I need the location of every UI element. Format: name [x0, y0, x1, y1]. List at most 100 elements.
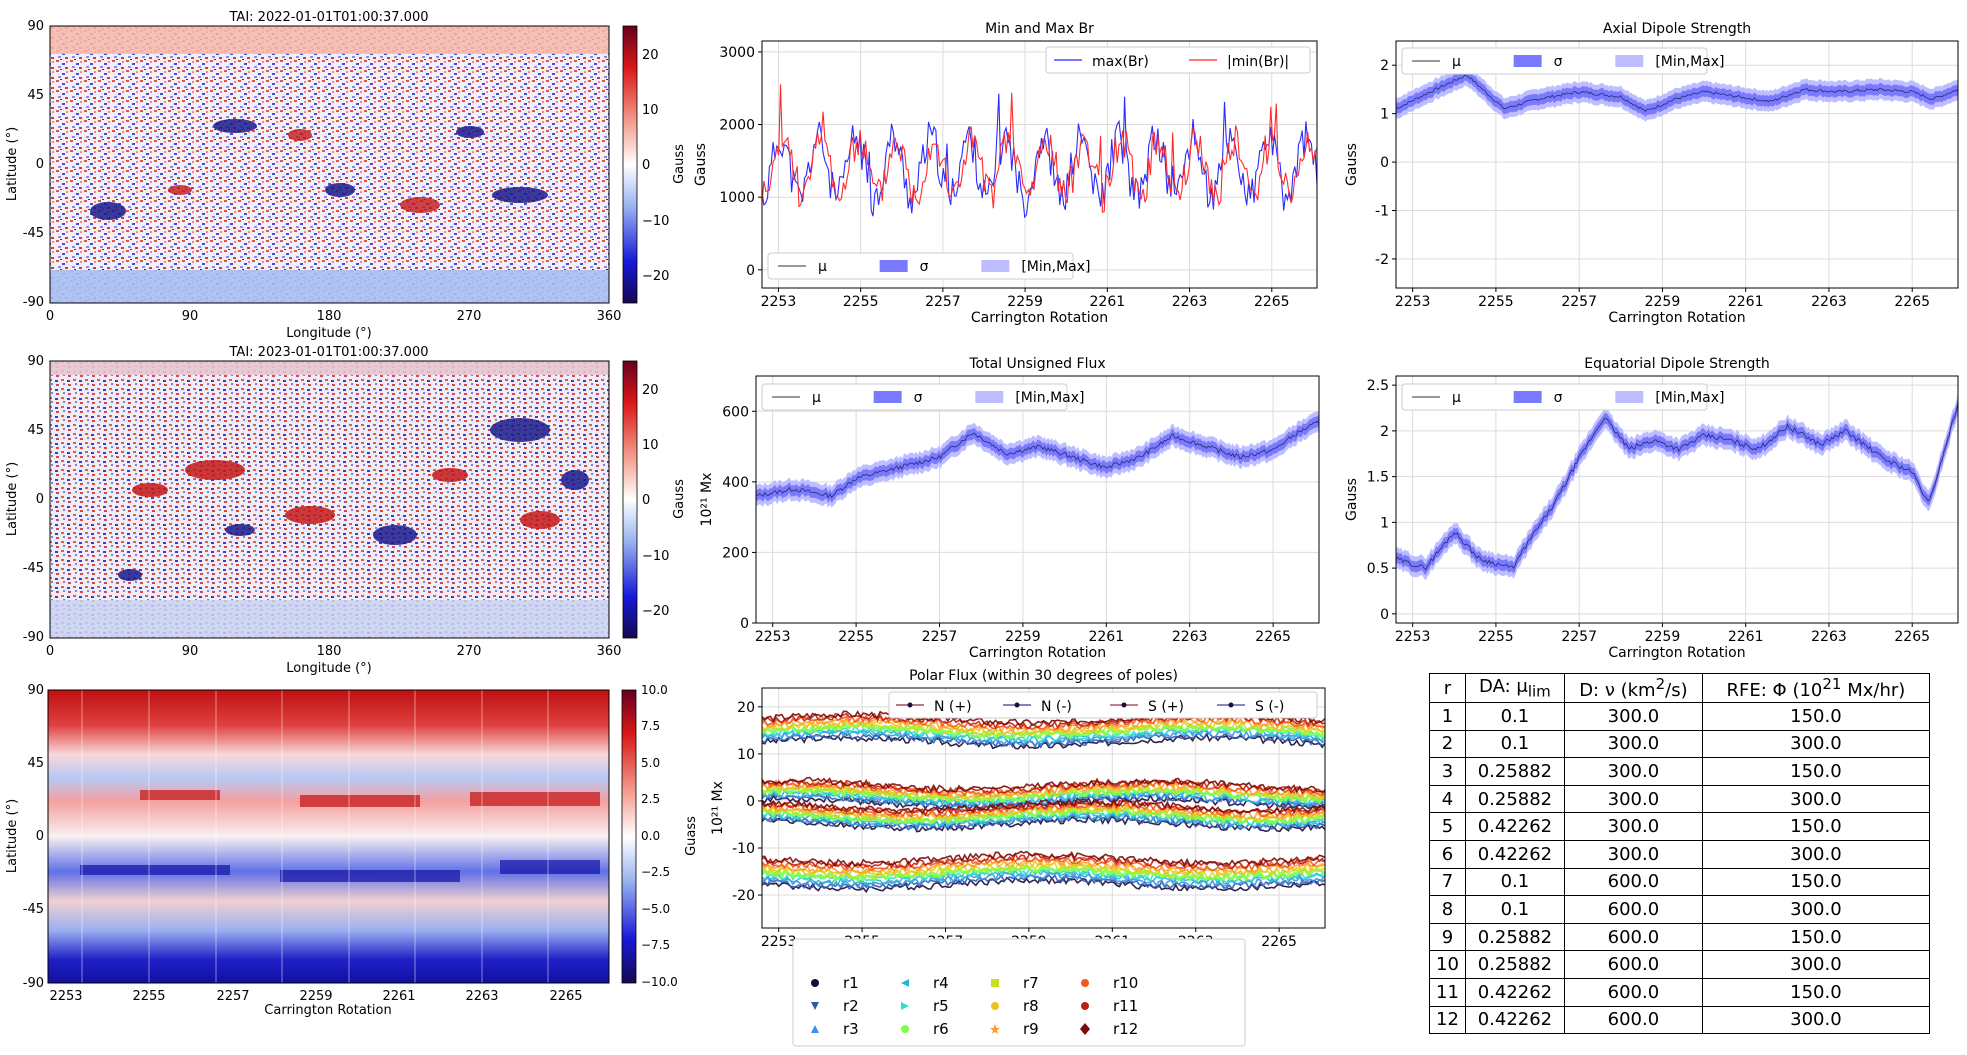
- legend-label: S (+): [1148, 699, 1184, 715]
- table-cell: 150.0: [1701, 812, 1930, 841]
- x-tick: 2263: [465, 989, 498, 1004]
- table-row: 2 0.1 300.0 300.0: [1429, 729, 1930, 759]
- run-marker: [991, 979, 999, 987]
- map-title: TAI: 2022-01-01T01:00:37.000: [229, 10, 429, 25]
- y-tick-label: 2: [1380, 58, 1389, 74]
- table-cell: 0.25882: [1464, 950, 1565, 979]
- run-legend-label: r9: [1023, 1020, 1039, 1038]
- header-rfe-sup: 21: [1822, 675, 1842, 693]
- y-tick-label: 0: [740, 616, 749, 632]
- legend-label: μ: [812, 390, 821, 406]
- header-d: D: ν (km2/s): [1563, 673, 1703, 703]
- table-cell: 600.0: [1563, 977, 1703, 1007]
- table-cell: 300.0: [1563, 812, 1703, 841]
- table-cell: 0.25882: [1464, 784, 1565, 814]
- table-row: 6 0.42262 300.0 300.0: [1429, 839, 1930, 869]
- header-da-sub: lim: [1527, 682, 1551, 701]
- run-legend-label: r3: [843, 1020, 859, 1038]
- run-marker: [901, 1025, 909, 1033]
- sigma-band: [756, 415, 1319, 503]
- colorbar: [622, 360, 638, 639]
- x-tick: 270: [457, 309, 482, 324]
- axes-frame: [761, 40, 1318, 289]
- table-cell: 300.0: [1563, 839, 1703, 869]
- x-tick-label: 2261: [1090, 294, 1126, 310]
- y-tick-label: 3000: [719, 45, 755, 61]
- x-tick-label: 2257: [922, 629, 958, 645]
- header-rfe: RFE: Φ (1021 Mx/hr): [1701, 673, 1930, 703]
- cbar-tick: −7.5: [641, 938, 670, 952]
- colorbar: [621, 689, 637, 984]
- chart-title: Equatorial Dipole Strength: [1584, 356, 1769, 372]
- cbar-tick: 0.0: [641, 829, 660, 843]
- legend-swatch: [981, 260, 1010, 272]
- run-marker: [990, 1024, 1000, 1034]
- y-tick: 45: [27, 756, 44, 771]
- legend-box: [1045, 46, 1311, 74]
- run-legend-label: r11: [1113, 997, 1138, 1015]
- table-cell: 1: [1429, 702, 1466, 731]
- table-cell: 0.25882: [1464, 757, 1565, 786]
- y-tick-label: 1: [1380, 515, 1389, 531]
- legend-label: [Min,Max]: [1021, 259, 1090, 275]
- plot-area: [1396, 376, 1958, 623]
- cbar-tick: 0: [642, 493, 650, 508]
- run-line-r11-S+: [761, 799, 1325, 817]
- table-header-row: r DA: μlim D: ν (km2/s) RFE: Φ (1021 Mx/…: [1429, 673, 1930, 703]
- x-tick-label: 2265: [1894, 629, 1930, 645]
- run-legend-label: r5: [933, 997, 949, 1015]
- chart-min-max-br: 2253 2255 2257 2259 2261 2263 2265 0 1000 2000 300…: [693, 21, 1318, 326]
- legend-swatch: [879, 260, 908, 272]
- y-axis-label: Latitude (°): [5, 462, 20, 536]
- table-row: 11 0.42262 600.0 150.0: [1429, 977, 1930, 1007]
- y-tick: 0: [36, 829, 44, 844]
- run-marker: [991, 1002, 999, 1010]
- y-tick-label: -20: [732, 888, 755, 904]
- run-marker: [811, 1002, 819, 1010]
- x-tick-label: 2261: [1088, 629, 1124, 645]
- legend-marker: [1228, 702, 1234, 708]
- header-d-suffix: /s): [1665, 680, 1688, 701]
- run-marker: [1081, 1002, 1089, 1010]
- chart-title: Total Unsigned Flux: [968, 356, 1105, 372]
- run-line-r8-N-: [761, 783, 1326, 800]
- cbar-tick: 10: [642, 103, 659, 118]
- table-cell: 7: [1429, 867, 1466, 897]
- y-tick: -45: [23, 561, 44, 576]
- header-rfe-text: RFE: Φ (10: [1726, 680, 1823, 701]
- cbar-tick: 20: [642, 383, 659, 398]
- y-tick: -90: [23, 630, 44, 645]
- y-tick-label: 0: [1380, 155, 1389, 171]
- map-panel-2022: TAI: 2022-01-01T01:00:37.000 90 45 0 -45…: [5, 10, 687, 341]
- colorbar: [622, 25, 638, 304]
- mean-line: [755, 420, 1320, 499]
- x-axis-label: Longitude (°): [286, 326, 371, 341]
- table-cell: 300.0: [1701, 1005, 1930, 1035]
- run-marker: [1081, 979, 1089, 987]
- x-axis-label: Carrington Rotation: [1608, 645, 1745, 661]
- table-cell: 300.0: [1701, 950, 1930, 979]
- table-cell: 150.0: [1701, 757, 1930, 786]
- legend-label: μ: [1452, 54, 1461, 70]
- y-axis-label: Gauss: [1344, 143, 1360, 186]
- y-axis-label: Latitude (°): [5, 127, 20, 201]
- x-tick-label: 2259: [1645, 629, 1681, 645]
- run-marker: [901, 1002, 909, 1010]
- table-row: 9 0.25882 600.0 150.0: [1429, 922, 1930, 952]
- legend-swatch: [1513, 55, 1542, 67]
- cbar-tick: 10.0: [641, 683, 668, 697]
- x-tick-label: 2255: [843, 294, 879, 310]
- y-tick-label: 2: [1380, 424, 1389, 440]
- series-line-maxbr: [761, 93, 1318, 219]
- table-cell: 0.42262: [1464, 839, 1565, 869]
- x-tick-label: 2261: [1728, 294, 1764, 310]
- x-tick-label: 2265: [1261, 934, 1297, 950]
- run-marker: [901, 979, 909, 987]
- table-row: 3 0.25882 300.0 150.0: [1429, 757, 1930, 786]
- x-axis-label: Carrington Rotation: [969, 645, 1106, 661]
- legend-label: [Min,Max]: [1015, 390, 1084, 406]
- mean-line: [1395, 402, 1959, 571]
- legend-label: σ: [920, 259, 929, 275]
- y-tick: 90: [27, 354, 44, 369]
